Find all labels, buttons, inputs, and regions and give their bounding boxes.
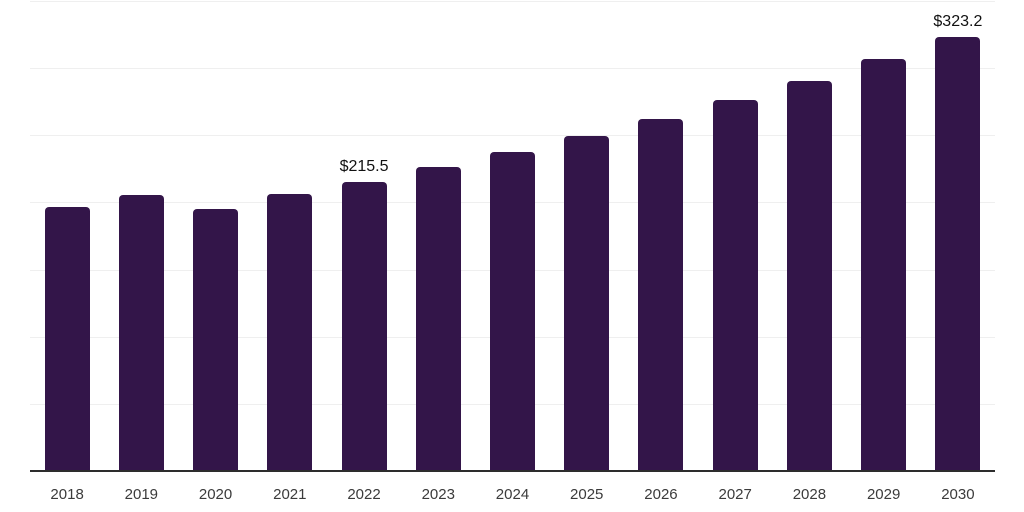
x-tick-label: 2027 (718, 486, 752, 503)
bar-2023 (415, 167, 461, 471)
gridline (30, 135, 995, 137)
x-tick-label: 2023 (421, 486, 455, 503)
bar-2022 (341, 181, 387, 471)
bar-2021 (267, 193, 313, 471)
x-tick-label: 2020 (198, 486, 233, 503)
x-tick-label: 2030 (941, 486, 975, 503)
bar-2026 (638, 119, 684, 471)
bar-2019 (118, 195, 164, 471)
bar-2025 (564, 135, 610, 471)
bar-2020 (193, 208, 239, 471)
x-axis-line (30, 470, 995, 472)
bar-value-label: $323.2 (933, 12, 983, 30)
bar-2018 (44, 207, 90, 471)
bar-2024 (490, 152, 535, 471)
x-tick-label: 2024 (495, 486, 530, 503)
x-tick-label: 2018 (50, 486, 84, 503)
bar-2028 (786, 80, 832, 471)
bar-2029 (861, 58, 907, 471)
x-tick-label: 2019 (124, 486, 159, 503)
gridline (30, 68, 995, 70)
x-tick-label: 2028 (792, 486, 827, 503)
gridline (30, 1, 995, 2)
x-tick-label: 2022 (347, 486, 381, 503)
x-tick-label: 2029 (866, 486, 901, 503)
bar-2030 (935, 36, 981, 471)
x-tick-label: 2025 (570, 486, 604, 503)
bar-value-label: $215.5 (339, 157, 389, 175)
x-tick-label: 2021 (273, 486, 307, 503)
x-tick-label: 2026 (644, 486, 678, 503)
bar-2027 (712, 99, 758, 471)
